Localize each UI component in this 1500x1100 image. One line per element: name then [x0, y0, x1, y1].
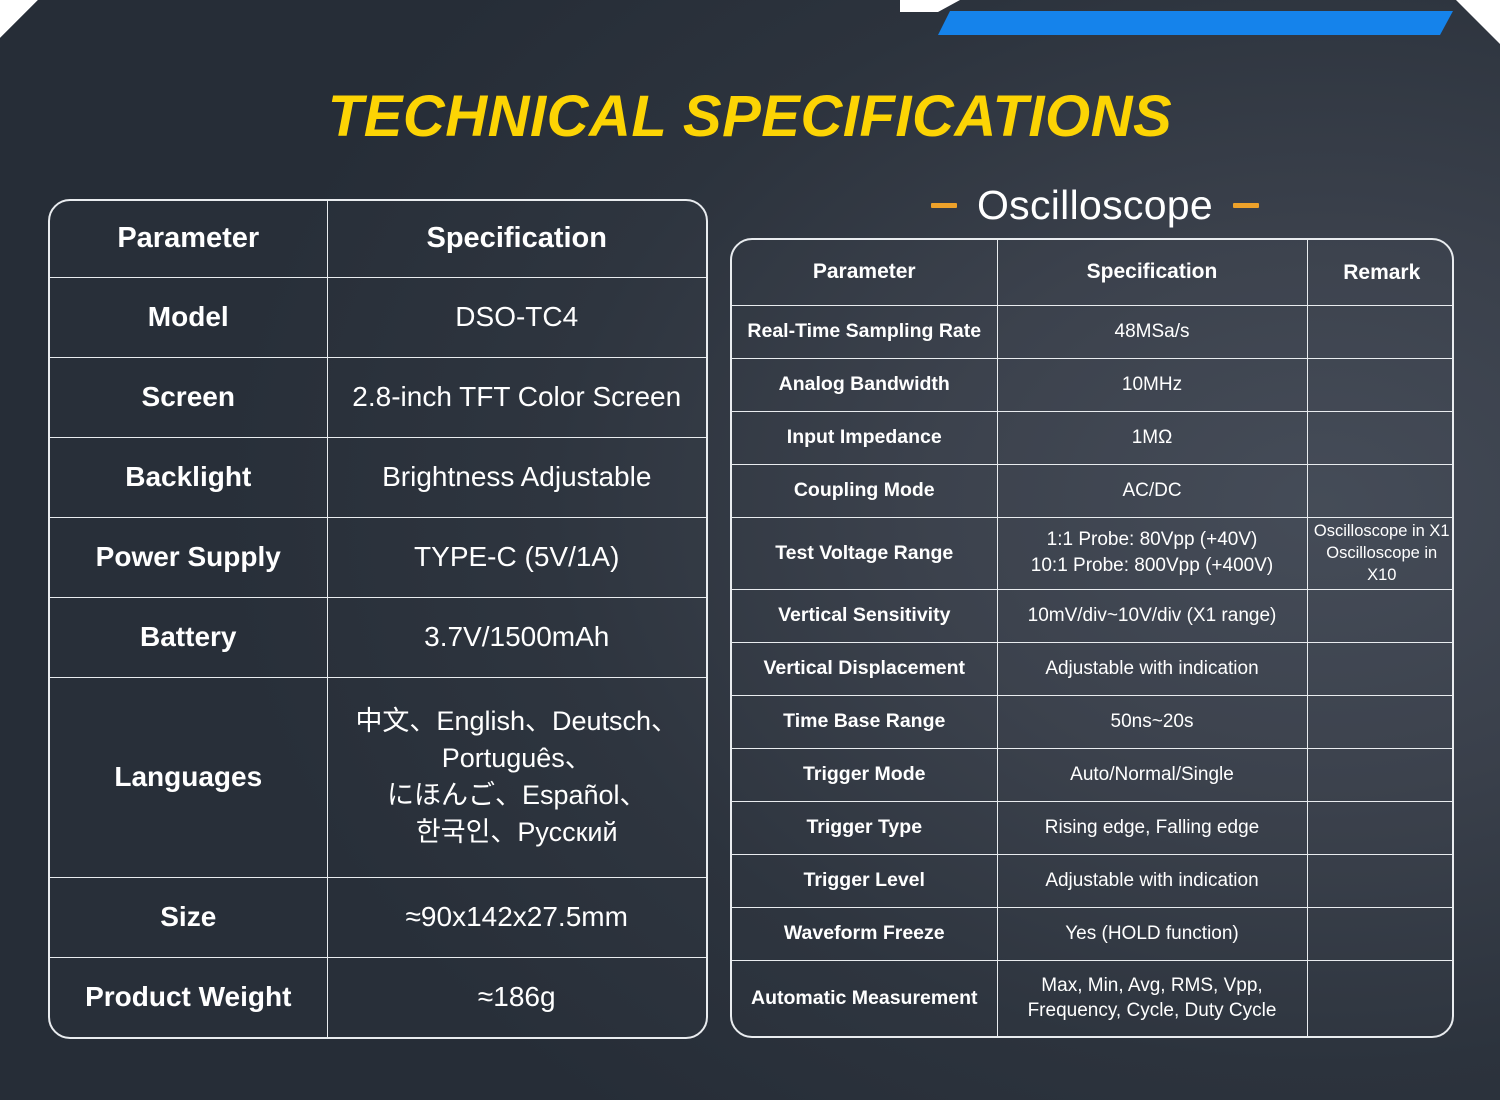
table-row: Vertical Displacement Adjustable with ind… [732, 641, 1452, 696]
cell-specification: ≈186g [326, 956, 706, 1037]
column-header-parameter: Parameter [50, 201, 328, 278]
cell-parameter: Time Base Range [732, 694, 998, 749]
cell-remark [1306, 357, 1452, 412]
cell-parameter: Screen [50, 356, 328, 438]
table-header-row: Parameter Specification Remark [732, 240, 1452, 306]
cell-specification: 2.8-inch TFT Color Screen [326, 356, 706, 438]
table-row: Analog Bandwidth 10MHz [732, 357, 1452, 412]
cell-parameter: Waveform Freeze [732, 906, 998, 961]
general-spec-table-body: Parameter Specification Model DSO-TC4 Screen… [50, 201, 706, 1037]
cell-parameter: Backlight [50, 436, 328, 518]
cell-remark [1306, 747, 1452, 802]
cell-specification: Brightness Adjustable [326, 436, 706, 518]
dash-right-icon [1233, 203, 1260, 208]
cell-remark [1306, 800, 1452, 855]
cell-parameter: Test Voltage Range [732, 516, 998, 590]
table-row: Backlight Brightness Adjustable [50, 436, 706, 518]
oscilloscope-spec-table: Parameter Specification Remark Real-Time Sa… [730, 238, 1454, 1038]
table-row: Input Impedance 1MΩ [732, 410, 1452, 465]
cell-remark [1306, 694, 1452, 749]
cell-remark [1306, 304, 1452, 359]
column-header-specification: Specification [996, 240, 1308, 306]
table-row: Coupling Mode AC/DC [732, 463, 1452, 518]
table-row: Languages 中文、English、Deutsch、 Português、 にほ… [50, 676, 706, 878]
cell-specification: 10MHz [996, 357, 1308, 412]
cell-parameter: Size [50, 876, 328, 958]
table-row: Model DSO-TC4 [50, 276, 706, 358]
cell-parameter: Languages [50, 676, 328, 878]
table-row: Test Voltage Range 1:1 Probe: 80Vpp (+40V… [732, 516, 1452, 590]
cell-parameter: Product Weight [50, 956, 328, 1037]
cell-parameter: Power Supply [50, 516, 328, 598]
cell-specification: Auto/Normal/Single [996, 747, 1308, 802]
cell-remark [1306, 641, 1452, 696]
cell-specification: Max, Min, Avg, RMS, Vpp, Frequency, Cycle… [996, 959, 1308, 1036]
table-row: Trigger Mode Auto/Normal/Single [732, 747, 1452, 802]
table-row: Size ≈90x142x27.5mm [50, 876, 706, 958]
cell-remark [1306, 463, 1452, 518]
top-right-corner-notch [1456, 0, 1500, 44]
table-row: Vertical Sensitivity 10mV/div~10V/div (X1… [732, 588, 1452, 643]
cell-parameter: Vertical Displacement [732, 641, 998, 696]
general-spec-table-grid: Parameter Specification Model DSO-TC4 Screen… [50, 201, 706, 1037]
table-header-row: Parameter Specification [50, 201, 706, 278]
cell-parameter: Trigger Type [732, 800, 998, 855]
cell-parameter: Vertical Sensitivity [732, 588, 998, 643]
section-title: Oscilloscope [976, 182, 1214, 228]
table-row: Real-Time Sampling Rate 48MSa/s [732, 304, 1452, 359]
table-row: Trigger Type Rising edge, Falling edge [732, 800, 1452, 855]
cell-specification: 3.7V/1500mAh [326, 596, 706, 678]
cell-specification: Rising edge, Falling edge [996, 800, 1308, 855]
cell-remark: Oscilloscope in X1 Oscilloscope in X10 [1306, 516, 1452, 590]
cell-specification: 48MSa/s [996, 304, 1308, 359]
cell-specification: 中文、English、Deutsch、 Português、 にほんご、Españo… [326, 676, 706, 878]
cell-specification: Yes (HOLD function) [996, 906, 1308, 961]
cell-specification: TYPE-C (5V/1A) [326, 516, 706, 598]
cell-remark [1306, 959, 1452, 1036]
cell-specification: AC/DC [996, 463, 1308, 518]
cell-parameter: Model [50, 276, 328, 358]
cell-parameter: Analog Bandwidth [732, 357, 998, 412]
cell-parameter: Trigger Mode [732, 747, 998, 802]
column-header-specification: Specification [326, 201, 706, 278]
cell-specification: Adjustable with indication [996, 641, 1308, 696]
table-row: Trigger Level Adjustable with indication [732, 853, 1452, 908]
table-row: Time Base Range 50ns~20s [732, 694, 1452, 749]
table-row: Automatic Measurement Max, Min, Avg, RMS,… [732, 959, 1452, 1036]
cell-specification: ≈90x142x27.5mm [326, 876, 706, 958]
page-title: TECHNICAL SPECIFICATIONS [327, 84, 1173, 149]
cell-specification: Adjustable with indication [996, 853, 1308, 908]
cell-specification: 50ns~20s [996, 694, 1308, 749]
oscilloscope-spec-table-body: Parameter Specification Remark Real-Time Sa… [732, 240, 1452, 1036]
column-header-parameter: Parameter [732, 240, 998, 306]
oscilloscope-spec-table-grid: Parameter Specification Remark Real-Time Sa… [732, 240, 1452, 1036]
band-corner-cut [900, 0, 960, 12]
table-row: Waveform Freeze Yes (HOLD function) [732, 906, 1452, 961]
table-row: Power Supply TYPE-C (5V/1A) [50, 516, 706, 598]
cell-remark [1306, 588, 1452, 643]
cell-parameter: Real-Time Sampling Rate [732, 304, 998, 359]
cell-specification: 10mV/div~10V/div (X1 range) [996, 588, 1308, 643]
general-spec-table: Parameter Specification Model DSO-TC4 Screen… [48, 199, 708, 1039]
table-row: Product Weight ≈186g [50, 956, 706, 1037]
dash-left-icon [930, 203, 957, 208]
blue-accent-band [938, 11, 1453, 35]
table-row: Battery 3.7V/1500mAh [50, 596, 706, 678]
cell-remark [1306, 906, 1452, 961]
table-row: Screen 2.8-inch TFT Color Screen [50, 356, 706, 438]
column-header-remark: Remark [1306, 240, 1452, 306]
cell-remark [1306, 410, 1452, 465]
cell-parameter: Input Impedance [732, 410, 998, 465]
cell-parameter: Battery [50, 596, 328, 678]
cell-specification: 1MΩ [996, 410, 1308, 465]
cell-remark [1306, 853, 1452, 908]
cell-specification: DSO-TC4 [326, 276, 706, 358]
cell-parameter: Trigger Level [732, 853, 998, 908]
cell-parameter: Coupling Mode [732, 463, 998, 518]
section-heading: Oscilloscope [730, 182, 1460, 229]
cell-parameter: Automatic Measurement [732, 959, 998, 1036]
cell-specification: 1:1 Probe: 80Vpp (+40V) 10:1 Probe: 800Vp… [996, 516, 1308, 590]
